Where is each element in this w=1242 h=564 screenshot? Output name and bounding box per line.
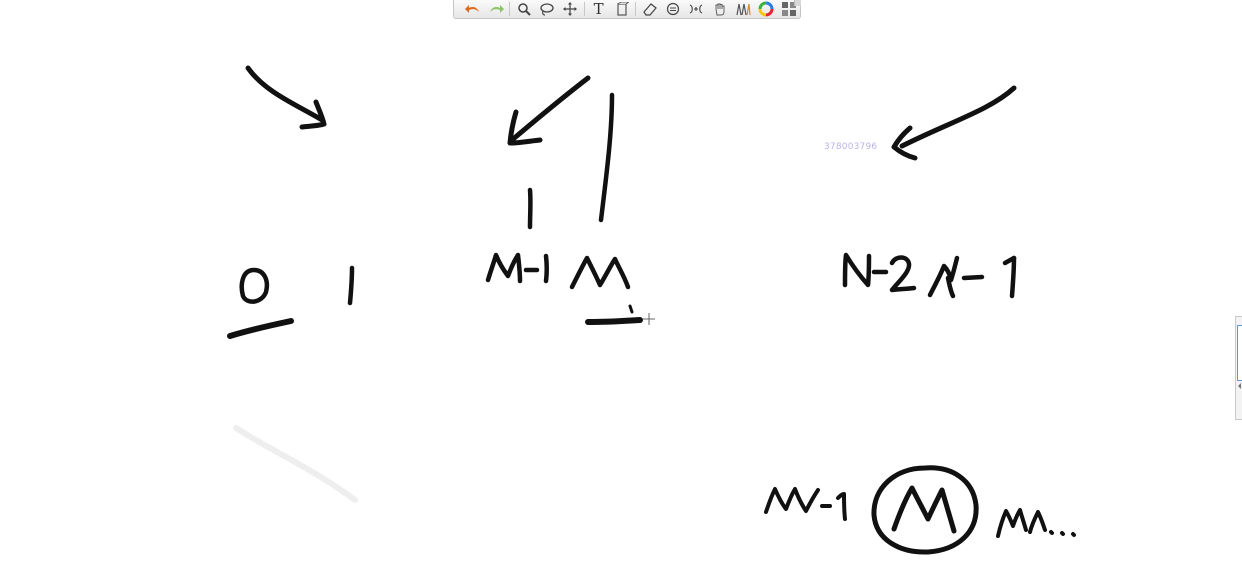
collapse-arrow-icon[interactable] <box>1238 383 1241 389</box>
hand-icon[interactable] <box>709 1 730 18</box>
toolbar-resize-handle[interactable] <box>794 0 801 6</box>
ink-bottom-m-minus-1 <box>764 487 847 521</box>
side-panel-tab[interactable] <box>1235 316 1242 420</box>
zoom-icon[interactable] <box>513 1 534 18</box>
ink-label-m-minus-1 <box>485 252 549 284</box>
ink-digit-one <box>347 265 355 306</box>
crosshair-cursor-icon <box>643 313 655 325</box>
eraser-icon[interactable] <box>639 1 660 18</box>
ink-to-shape-icon[interactable] <box>663 1 684 18</box>
ink-label-n-minus-1 <box>927 255 1017 299</box>
ink-underline-m <box>585 317 643 325</box>
undo-icon[interactable] <box>462 1 483 18</box>
ink-underline-zero <box>227 318 294 339</box>
insert-space-icon[interactable] <box>611 1 632 18</box>
color-wheel-icon[interactable] <box>756 1 777 18</box>
shapes-gallery-icon[interactable] <box>779 1 800 18</box>
ink-faint-stroke <box>233 425 358 503</box>
ink-label-m <box>569 255 631 290</box>
watermark-text: 378003796 <box>824 142 878 152</box>
text-tool-glyph: T <box>593 0 604 18</box>
pen-icon[interactable] <box>732 1 753 18</box>
ink-tick-mark <box>628 304 634 314</box>
ink-arrow-3 <box>891 85 1017 161</box>
redo-icon[interactable] <box>485 1 506 18</box>
toolbar-separator <box>635 2 637 16</box>
ink-to-math-icon[interactable] <box>686 1 707 18</box>
ink-circled-m <box>871 465 979 555</box>
ink-label-n-minus-2 <box>842 252 917 293</box>
ink-arrow-2 <box>507 75 591 146</box>
ink-arrow-1 <box>245 65 327 130</box>
ink-tall-line <box>598 92 615 223</box>
pan-icon[interactable] <box>560 1 581 18</box>
ink-digit-zero <box>239 267 270 304</box>
lasso-icon[interactable] <box>537 1 558 18</box>
text-tool-icon[interactable]: T <box>588 1 609 18</box>
toolbar-separator <box>584 2 586 16</box>
drawing-toolbar: T <box>453 0 801 19</box>
ink-bottom-m-plus <box>996 508 1076 538</box>
toolbar-separator <box>509 2 511 16</box>
side-panel-button[interactable] <box>1237 325 1242 381</box>
